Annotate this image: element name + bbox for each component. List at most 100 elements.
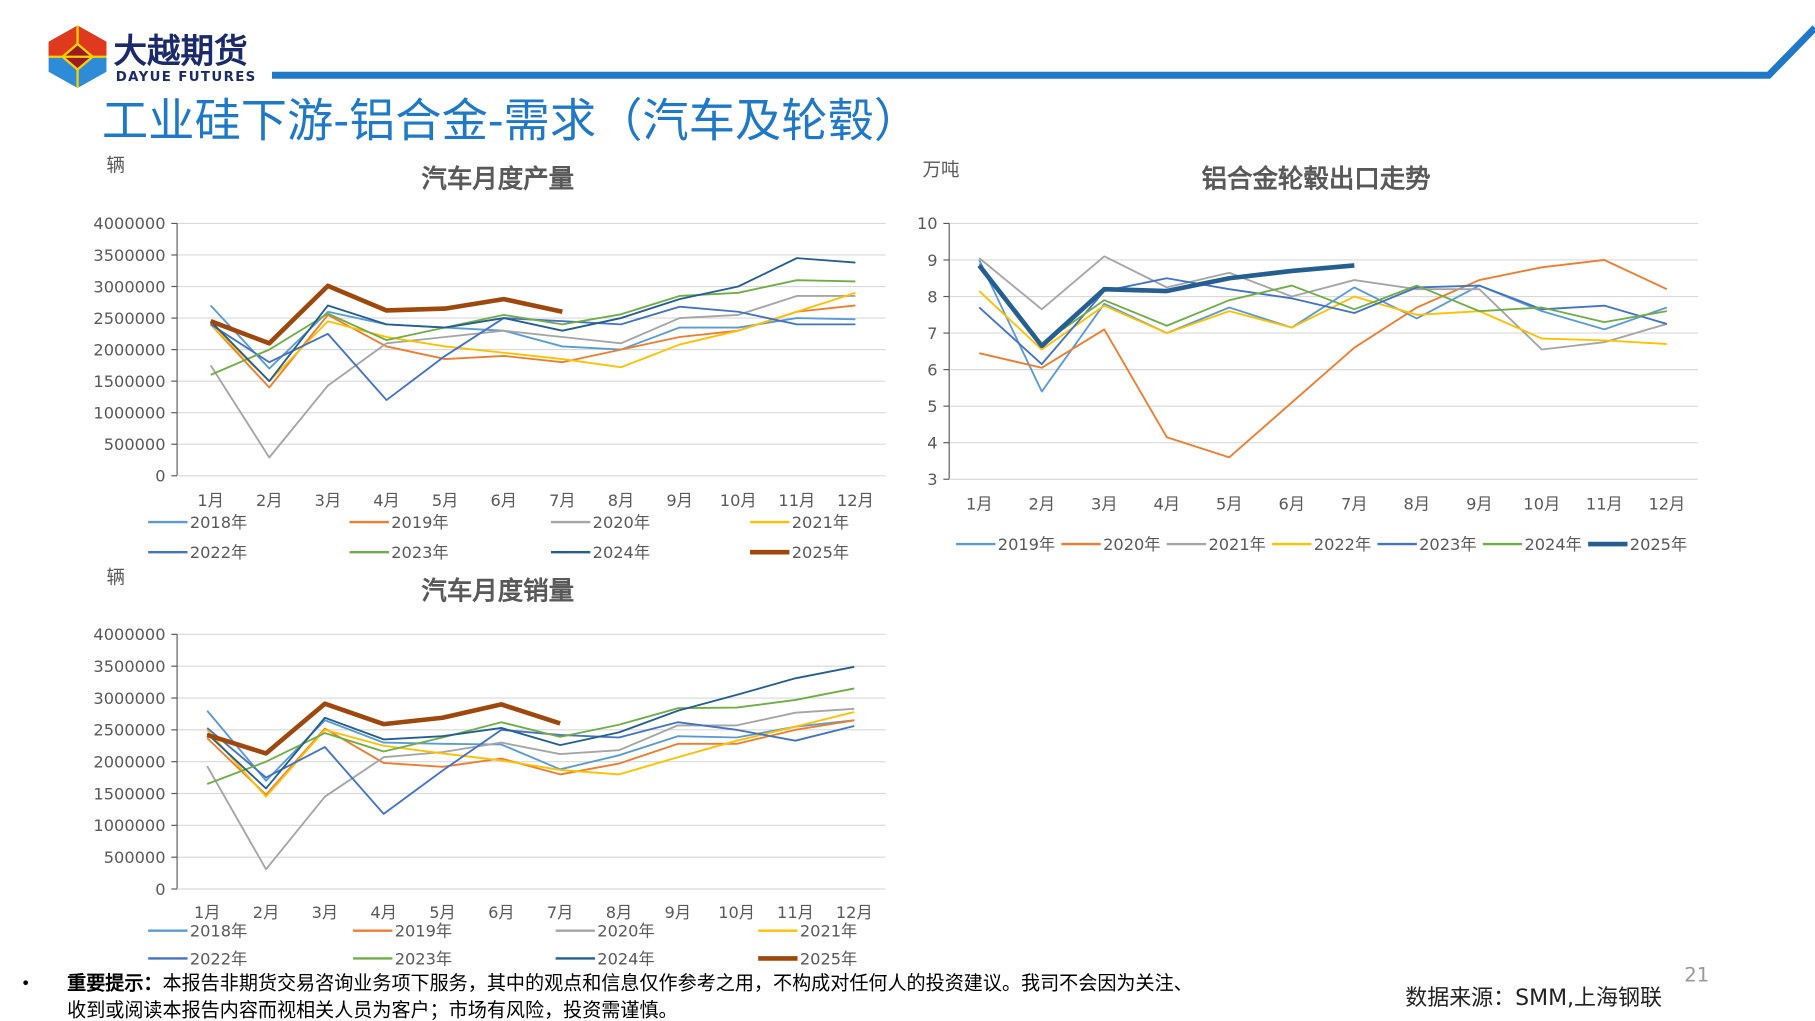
chart-title: 汽车月度销量 xyxy=(421,577,574,607)
x-tick-label: 5月 xyxy=(1216,494,1243,513)
y-tick-label: 5 xyxy=(927,397,937,416)
y-tick-label: 0 xyxy=(155,880,165,899)
x-tick-label: 1月 xyxy=(966,494,993,513)
header-rule xyxy=(272,25,1815,79)
series-line-2025年 xyxy=(977,263,1355,349)
chart-title: 汽车月度产量 xyxy=(421,165,574,195)
legend-label: 2019年 xyxy=(391,513,448,532)
series-line-2023年 xyxy=(206,687,855,785)
y-tick-label: 3500000 xyxy=(93,657,165,676)
dayue-logo: 大越期货 DAYUE FUTURES xyxy=(48,25,255,89)
series-line-2021年 xyxy=(210,291,856,383)
y-tick-label: 2000000 xyxy=(93,752,165,771)
chart-wheel-export: 铝合金轮毂出口走势 万吨 3 4 5 6 7 8 9 10 1月 2月 3月 4月 5月 6月 7月 8月 9月 10… xyxy=(917,160,1699,554)
x-tick-label: 8月 xyxy=(608,491,635,510)
series-line-2020年 xyxy=(209,295,856,459)
y-tick-label: 4 xyxy=(927,433,937,452)
y-tick-label: 8 xyxy=(927,287,937,306)
x-tick-label: 1月 xyxy=(197,491,224,510)
notice-line1: 本报告非期货交易咨询业务项下服务，其中的观点和信息仅作参考之用，不构成对任何人的… xyxy=(163,972,1193,995)
x-tick-label: 2月 xyxy=(253,903,280,922)
series-line-2023年 xyxy=(978,277,1668,366)
legend-label: 2022年 xyxy=(190,949,247,968)
x-tick-label: 6月 xyxy=(490,491,517,510)
series-line-2022年 xyxy=(210,305,856,401)
x-tick-label: 1月 xyxy=(194,903,221,922)
x-tick-label: 5月 xyxy=(429,903,456,922)
legend-label: 2020年 xyxy=(597,921,654,940)
x-tick-label: 2月 xyxy=(256,491,283,510)
y-tick-label: 10 xyxy=(917,214,938,233)
y-tick-label: 4000000 xyxy=(93,214,165,233)
x-tick-label: 3月 xyxy=(1091,494,1118,513)
x-tick-label: 4月 xyxy=(1154,494,1181,513)
x-tick-label: 7月 xyxy=(549,491,576,510)
legend-label: 2022年 xyxy=(190,543,247,562)
series-line-2019年 xyxy=(978,259,1668,393)
y-tick-label: 500000 xyxy=(104,848,166,867)
data-source: 数据来源：SMM,上海钢联 xyxy=(1405,986,1662,1011)
y-tick-label: 1500000 xyxy=(93,372,165,391)
y-tick-label: 1000000 xyxy=(93,816,165,835)
y-tick-label: 9 xyxy=(927,251,937,270)
legend-label: 2023年 xyxy=(1419,535,1476,554)
legend-label: 2019年 xyxy=(998,535,1055,554)
y-tick-label: 500000 xyxy=(104,435,166,454)
legend-label: 2024年 xyxy=(1524,535,1581,554)
x-tick-label: 7月 xyxy=(1341,494,1368,513)
logo-chinese: 大越期货 xyxy=(113,32,247,71)
chart-auto-production: 汽车月度产量 辆 0 500000 1000000 1500000 2000000 25000… xyxy=(93,155,886,562)
y-tick-label: 1000000 xyxy=(93,403,165,422)
chart-title: 铝合金轮毂出口走势 xyxy=(1202,165,1431,195)
x-tick-label: 11月 xyxy=(778,491,815,510)
x-tick-label: 10月 xyxy=(1523,494,1560,513)
series-line-2021年 xyxy=(978,255,1668,351)
footer-notice-line2: 收到或阅读本报告内容而视相关人员为客户；市场有风险，投资需谨慎。 xyxy=(67,998,678,1021)
x-tick-label: 4月 xyxy=(373,491,400,510)
legend-label: 2025年 xyxy=(1630,535,1687,554)
series-line-2020年 xyxy=(206,707,855,871)
x-tick-label: 8月 xyxy=(606,903,633,922)
y-tick-label: 2500000 xyxy=(93,309,165,328)
legend-label: 2019年 xyxy=(395,921,452,940)
legend-label: 2018年 xyxy=(190,921,247,940)
series-line-2024年 xyxy=(978,263,1667,345)
series-line-2023年 xyxy=(210,279,856,376)
series-line-2025年 xyxy=(209,283,563,346)
x-tick-label: 7月 xyxy=(547,903,574,922)
y-tick-label: 2500000 xyxy=(93,721,165,740)
series-line-2024年 xyxy=(206,665,855,790)
x-tick-label: 8月 xyxy=(1404,494,1431,513)
footer-bullet: • xyxy=(21,974,31,993)
series-line-2024年 xyxy=(210,257,856,383)
y-tick-label: 2000000 xyxy=(93,340,165,359)
series-line-2018年 xyxy=(209,304,856,370)
x-tick-label: 5月 xyxy=(432,491,459,510)
y-tick-label: 1500000 xyxy=(93,784,165,803)
y-tick-label: 6 xyxy=(927,360,937,379)
legend-label: 2023年 xyxy=(395,949,452,968)
legend-label: 2020年 xyxy=(593,513,650,532)
x-tick-label: 4月 xyxy=(370,903,397,922)
x-tick-label: 3月 xyxy=(315,491,342,510)
y-tick-label: 7 xyxy=(927,324,937,343)
series-line-2022年 xyxy=(978,290,1667,351)
series-line-2021年 xyxy=(206,711,855,798)
y-unit-label: 万吨 xyxy=(923,160,960,181)
x-tick-label: 2月 xyxy=(1029,494,1056,513)
y-unit-label: 辆 xyxy=(106,155,125,176)
notice-label: 重要提示： xyxy=(67,972,162,995)
legend-label: 2022年 xyxy=(1314,535,1371,554)
page-number: 21 xyxy=(1684,964,1709,987)
series-line-2022年 xyxy=(206,721,855,815)
x-tick-label: 9月 xyxy=(1466,494,1493,513)
y-tick-label: 3000000 xyxy=(93,277,165,296)
legend-label: 2023年 xyxy=(391,543,448,562)
legend-label: 2018年 xyxy=(190,513,247,532)
y-tick-label: 3 xyxy=(927,470,937,489)
x-tick-label: 9月 xyxy=(665,903,692,922)
x-tick-label: 10月 xyxy=(718,903,755,922)
y-tick-label: 0 xyxy=(155,467,165,486)
legend-label: 2025年 xyxy=(792,543,849,562)
